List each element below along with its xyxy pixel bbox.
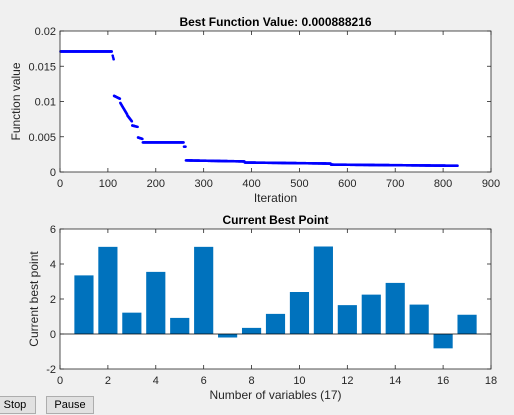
function-value-points xyxy=(59,50,459,168)
ax2-x-tick-label: 16 xyxy=(437,375,449,387)
ax1-x-tick-label: 400 xyxy=(242,178,260,190)
ax1-y-tick-label: 0.02 xyxy=(35,26,56,38)
ax2-x-tick-label: 10 xyxy=(293,375,305,387)
function-value-point xyxy=(182,141,185,144)
ax2-x-tick-label: 2 xyxy=(105,375,111,387)
ax2-y-tick-label: 0 xyxy=(50,329,56,341)
variable-bar-3 xyxy=(122,312,142,334)
pause-button[interactable]: Pause xyxy=(46,396,94,414)
variable-bar-14 xyxy=(385,282,405,334)
current-best-point-title: Current Best Point xyxy=(222,213,328,227)
ax1-x-tick-label: 0 xyxy=(57,178,63,190)
ax1-x-tick-label: 300 xyxy=(194,178,212,190)
current-best-point-axes-background xyxy=(60,229,491,369)
variable-bar-9 xyxy=(265,313,286,335)
ax2-y-tick-label: -2 xyxy=(46,364,56,376)
ax2-x-tick-label: 6 xyxy=(201,375,207,387)
stop-button[interactable]: Stop xyxy=(0,396,36,414)
ax2-x-tick-label: 0 xyxy=(57,375,63,387)
ax2-x-tick-label: 18 xyxy=(485,375,497,387)
variable-bar-17 xyxy=(457,314,477,334)
variable-bar-16 xyxy=(433,334,453,349)
variable-bar-11 xyxy=(313,246,333,334)
variable-bar-15 xyxy=(409,304,429,334)
ax1-y-tick-label: 0.015 xyxy=(28,61,56,73)
ax2-y-tick-label: 4 xyxy=(50,259,56,271)
ax1-y-tick-label: 0.005 xyxy=(28,132,56,144)
function-value-title: Best Function Value: 0.000888216 xyxy=(179,15,371,29)
ax1-x-tick-label: 800 xyxy=(434,178,452,190)
function-value-point xyxy=(112,57,115,61)
function-value-y-axis-label: Function value xyxy=(9,62,23,140)
function-value-point xyxy=(130,119,134,123)
function-value-x-axis-label: Iteration xyxy=(254,191,297,205)
variable-bar-12 xyxy=(337,305,357,335)
function-value-point xyxy=(136,125,139,129)
ax2-y-tick-label: 6 xyxy=(50,224,56,236)
current-best-point-bars xyxy=(74,246,477,349)
ax1-x-tick-label: 600 xyxy=(338,178,356,190)
current-best-point-x-axis-label: Number of variables (17) xyxy=(209,388,341,402)
ax2-x-tick-label: 14 xyxy=(389,375,401,387)
function-value-point xyxy=(184,145,187,148)
variable-bar-2 xyxy=(98,246,118,334)
variable-bar-13 xyxy=(361,294,381,335)
function-value-point xyxy=(456,164,459,168)
ax2-x-tick-label: 12 xyxy=(341,375,353,387)
variable-bar-5 xyxy=(170,317,190,334)
ax2-x-tick-label: 4 xyxy=(153,375,159,387)
variable-bar-4 xyxy=(146,271,166,335)
ax1-x-tick-label: 500 xyxy=(290,178,308,190)
ax1-y-tick-label: 0.01 xyxy=(35,97,56,109)
ax1-x-tick-label: 100 xyxy=(99,178,117,190)
variable-bar-7 xyxy=(218,334,238,338)
variable-bar-10 xyxy=(289,292,310,334)
function-value-point xyxy=(141,137,144,141)
function-value-axes-background xyxy=(60,31,491,172)
variable-bar-8 xyxy=(241,327,262,335)
variable-bar-6 xyxy=(194,246,214,334)
variable-bar-1 xyxy=(74,275,94,335)
function-value-point xyxy=(118,97,122,100)
ax2-x-tick-label: 8 xyxy=(248,375,254,387)
function-value-point xyxy=(110,50,114,53)
ax1-x-tick-label: 900 xyxy=(482,178,500,190)
current-best-point-y-axis-label: Current best point xyxy=(27,251,41,347)
function-value-ticks: 0 100 200 300 400 500 600 700 800 900 0 0.005 0.01 0.… xyxy=(28,26,500,190)
ax1-x-tick-label: 200 xyxy=(147,178,165,190)
ax2-y-tick-label: 2 xyxy=(50,294,56,306)
ax1-x-tick-label: 700 xyxy=(386,178,404,190)
function-value-plot: 0 100 200 300 400 500 600 700 800 900 0 0.005 0.01 0.… xyxy=(9,15,500,205)
ax1-y-tick-label: 0 xyxy=(50,167,56,179)
